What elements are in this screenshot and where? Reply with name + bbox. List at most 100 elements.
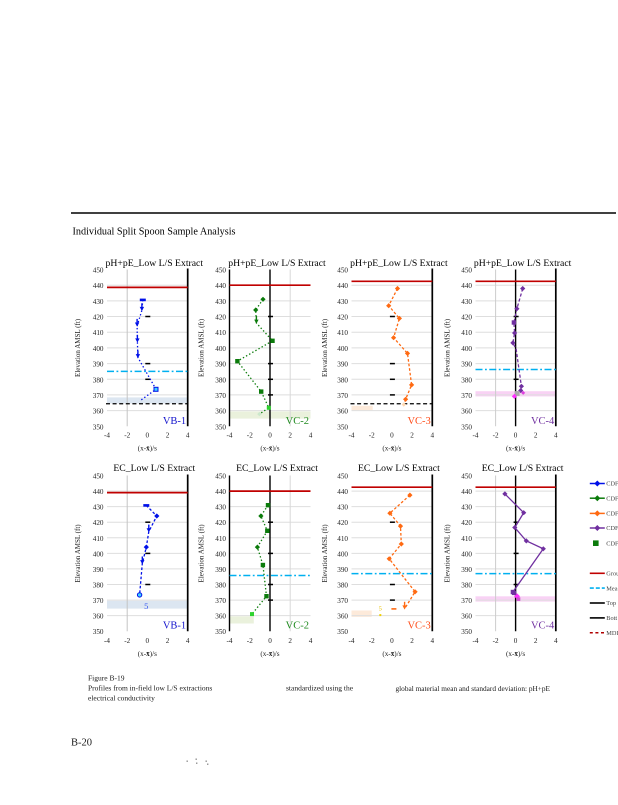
svg-text:390: 390 [215, 361, 226, 369]
svg-text:(x-x̄)/s: (x-x̄)/s [138, 650, 157, 658]
svg-text:370: 370 [337, 597, 348, 605]
svg-text:-4: -4 [349, 637, 355, 645]
svg-text:390: 390 [461, 361, 472, 369]
svg-text:370: 370 [93, 597, 104, 605]
svg-text:450: 450 [337, 267, 348, 275]
svg-text:VC-3: VC-3 [407, 416, 430, 427]
svg-text:4: 4 [431, 637, 435, 645]
svg-text:0: 0 [268, 432, 272, 440]
svg-text:4: 4 [186, 637, 190, 645]
svg-text:2: 2 [534, 637, 538, 645]
svg-text:360: 360 [215, 613, 226, 621]
svg-text:390: 390 [337, 361, 348, 369]
svg-text:0: 0 [390, 637, 394, 645]
svg-text:Elevation AMSL (ft): Elevation AMSL (ft) [444, 524, 452, 583]
svg-text:0: 0 [514, 432, 518, 440]
svg-text:4: 4 [554, 637, 558, 645]
svg-text:400: 400 [337, 550, 348, 558]
svg-text:EC_Low L/S Extract: EC_Low L/S Extract [113, 463, 195, 474]
svg-text:360: 360 [215, 408, 226, 416]
svg-text:370: 370 [215, 597, 226, 605]
svg-text:420: 420 [461, 519, 472, 527]
svg-text:Elevation AMSL (ft): Elevation AMSL (ft) [74, 318, 82, 377]
svg-text:standardized using the: standardized using the [286, 684, 354, 693]
svg-text:450: 450 [93, 267, 104, 275]
svg-text:(x-x̄)/s: (x-x̄)/s [506, 445, 525, 453]
svg-text:360: 360 [461, 613, 472, 621]
svg-text:pH+pE_Low L/S Extract: pH+pE_Low L/S Extract [474, 258, 572, 269]
svg-text:370: 370 [461, 597, 472, 605]
svg-text:450: 450 [461, 473, 472, 481]
svg-text:380: 380 [337, 582, 348, 590]
svg-text:EC_Low L/S Extract: EC_Low L/S Extract [236, 463, 318, 474]
svg-text:380: 380 [461, 582, 472, 590]
svg-text:CDF: CDF [606, 525, 618, 532]
svg-text:440: 440 [93, 282, 104, 290]
svg-text:CDF: CDF [606, 511, 618, 518]
svg-text:430: 430 [93, 298, 104, 306]
svg-text:4: 4 [309, 637, 313, 645]
svg-text:350: 350 [337, 628, 348, 636]
svg-text:440: 440 [337, 282, 348, 290]
svg-text:-2: -2 [493, 637, 499, 645]
svg-text:Mea: Mea [606, 585, 617, 592]
svg-text:4: 4 [554, 432, 558, 440]
svg-text:410: 410 [215, 535, 226, 543]
svg-text:0: 0 [514, 637, 518, 645]
svg-text:-2: -2 [124, 637, 130, 645]
svg-text:-4: -4 [104, 637, 110, 645]
svg-text:440: 440 [461, 488, 472, 496]
svg-text:430: 430 [461, 298, 472, 306]
svg-text:360: 360 [93, 613, 104, 621]
svg-text:pH+pE_Low L/S Extract: pH+pE_Low L/S Extract [106, 258, 204, 269]
svg-text:400: 400 [93, 550, 104, 558]
svg-text:4: 4 [309, 432, 313, 440]
svg-text:430: 430 [337, 298, 348, 306]
svg-text:pH+pE_Low L/S Extract: pH+pE_Low L/S Extract [350, 258, 448, 269]
svg-text:400: 400 [215, 345, 226, 353]
svg-text:Elevation AMSL (ft): Elevation AMSL (ft) [74, 524, 82, 583]
svg-text:-4: -4 [349, 432, 355, 440]
svg-text:5: 5 [379, 606, 382, 613]
svg-text:VC-2: VC-2 [286, 621, 309, 632]
svg-text:350: 350 [93, 628, 104, 636]
svg-text:440: 440 [215, 282, 226, 290]
svg-text:380: 380 [215, 376, 226, 384]
svg-text:430: 430 [93, 504, 104, 512]
svg-text:350: 350 [461, 628, 472, 636]
svg-text:Figure B-19: Figure B-19 [88, 674, 125, 683]
svg-text:-2: -2 [369, 432, 375, 440]
svg-text:(x-x̄)/s: (x-x̄)/s [260, 445, 279, 453]
svg-text:420: 420 [337, 314, 348, 322]
svg-text:0: 0 [268, 637, 272, 645]
svg-text:4: 4 [431, 432, 435, 440]
svg-text:380: 380 [337, 376, 348, 384]
svg-text:(x-x̄)/s: (x-x̄)/s [506, 650, 525, 658]
svg-text:410: 410 [93, 535, 104, 543]
svg-text:2: 2 [288, 637, 292, 645]
svg-text:420: 420 [461, 314, 472, 322]
svg-text:CDF: CDF [606, 495, 618, 502]
svg-text:VB-1: VB-1 [163, 621, 186, 632]
svg-text:440: 440 [461, 282, 472, 290]
svg-text:400: 400 [461, 550, 472, 558]
svg-text:450: 450 [461, 267, 472, 275]
svg-text:450: 450 [93, 473, 104, 481]
svg-text:360: 360 [337, 613, 348, 621]
svg-text:2: 2 [410, 432, 414, 440]
svg-text:Elevation AMSL (ft): Elevation AMSL (ft) [321, 524, 329, 583]
svg-text:400: 400 [215, 550, 226, 558]
svg-text:410: 410 [93, 329, 104, 337]
svg-text:420: 420 [215, 314, 226, 322]
svg-text:global material mean and stand: global material mean and standard deviat… [396, 684, 551, 693]
svg-text:440: 440 [337, 488, 348, 496]
svg-text:420: 420 [93, 519, 104, 527]
svg-text:(x-x̄)/s: (x-x̄)/s [382, 650, 401, 658]
svg-text:Grou: Grou [606, 571, 618, 578]
svg-text:420: 420 [215, 519, 226, 527]
svg-text:430: 430 [215, 298, 226, 306]
svg-text:-2: -2 [247, 637, 253, 645]
svg-text:-4: -4 [227, 432, 233, 440]
svg-text:390: 390 [93, 566, 104, 574]
svg-text:EC_Low L/S Extract: EC_Low L/S Extract [482, 463, 564, 474]
